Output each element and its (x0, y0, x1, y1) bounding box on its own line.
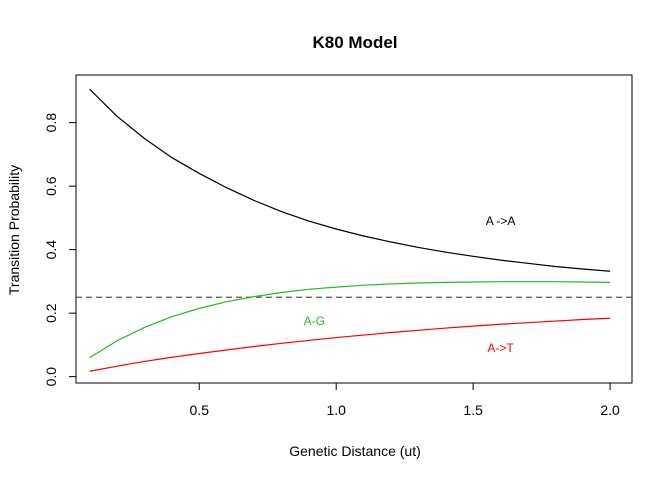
annotation-a-g: A-G (304, 314, 325, 328)
y-tick-label: 0.2 (43, 303, 59, 323)
y-tick-label: 0.8 (43, 113, 59, 133)
chart-marks: 0.5 1.0 1.5 2.0 0.0 0.2 0.4 0.6 0.8 A ->A A-G A->T (43, 88, 632, 418)
x-tick-label: 1.5 (463, 402, 483, 418)
y-tick-label: 0.6 (43, 176, 59, 196)
y-tick-label: 0.0 (43, 367, 59, 387)
annotation-a-t: A->T (487, 341, 514, 355)
x-tick-label: 2.0 (600, 402, 620, 418)
series-line-a-g (89, 281, 611, 359)
y-axis-label: Transition Probability (6, 165, 22, 295)
x-axis-label: Genetic Distance (ut) (289, 443, 421, 459)
y-tick-label: 0.4 (43, 240, 59, 260)
x-tick-label: 0.5 (190, 402, 210, 418)
series-line-a-a (89, 88, 611, 272)
plot-frame (75, 74, 633, 384)
series-line-a-t (89, 317, 611, 372)
x-tick-label: 1.0 (326, 402, 346, 418)
chart-title: K80 Model (312, 33, 397, 52)
annotation-a-a: A ->A (486, 214, 516, 228)
